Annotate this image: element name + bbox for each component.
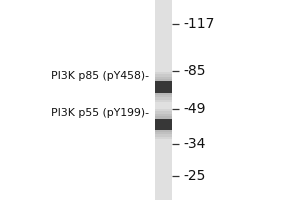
- Text: -25: -25: [184, 169, 206, 183]
- Bar: [155, 81, 172, 92]
- Bar: [155, 118, 172, 130]
- Bar: [155, 109, 172, 139]
- Bar: [155, 72, 172, 102]
- Bar: [155, 79, 172, 95]
- Bar: [155, 111, 172, 137]
- Text: -117: -117: [184, 17, 215, 31]
- Text: -34: -34: [184, 137, 206, 151]
- Bar: [155, 74, 172, 100]
- Bar: [155, 114, 172, 134]
- Text: -85: -85: [184, 64, 206, 78]
- Bar: [155, 116, 172, 132]
- Bar: [155, 0, 172, 200]
- Text: -49: -49: [184, 102, 206, 116]
- Bar: [155, 77, 172, 97]
- Text: PI3K p85 (pY458)-: PI3K p85 (pY458)-: [51, 71, 149, 81]
- Text: PI3K p55 (pY199)-: PI3K p55 (pY199)-: [51, 108, 149, 118]
